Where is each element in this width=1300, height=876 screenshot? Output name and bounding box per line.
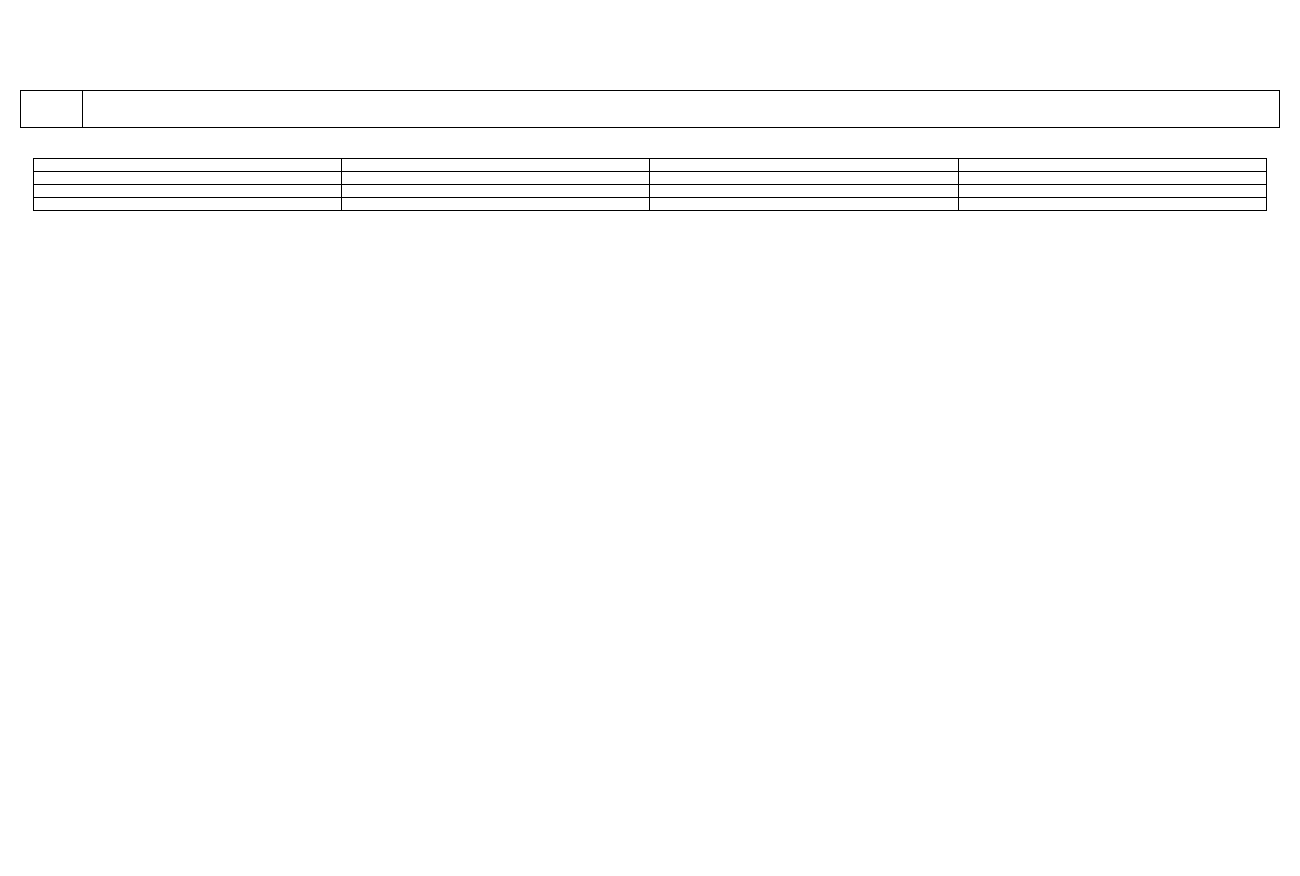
result-row	[21, 115, 1280, 128]
result-6	[513, 115, 597, 128]
away-5	[429, 103, 513, 115]
result-8	[681, 115, 765, 128]
result-4	[345, 115, 429, 128]
home-5	[429, 91, 513, 104]
col-unit	[650, 159, 958, 172]
home-team-row	[21, 91, 1280, 104]
home-4	[345, 91, 429, 104]
result-12	[1017, 115, 1101, 128]
home-row-label	[21, 91, 83, 104]
col-count	[342, 159, 650, 172]
home-7	[597, 91, 681, 104]
result-13	[1101, 115, 1185, 128]
p2-count	[342, 185, 650, 198]
away-9	[765, 103, 849, 115]
pt-unit	[650, 198, 958, 211]
result-10	[849, 115, 933, 128]
p1-level	[33, 172, 341, 185]
result-11	[933, 115, 1017, 128]
away-3	[261, 103, 345, 115]
prize-table	[33, 158, 1268, 211]
prize-row-1	[33, 172, 1267, 185]
pt-total	[958, 198, 1266, 211]
away-10	[849, 103, 933, 115]
home-14	[1185, 91, 1280, 104]
match-results-table	[20, 90, 1280, 128]
result-row-label	[21, 115, 83, 128]
p2-level	[33, 185, 341, 198]
away-11	[933, 103, 1017, 115]
home-9	[765, 91, 849, 104]
home-2	[177, 91, 261, 104]
home-12	[1017, 91, 1101, 104]
away-1	[83, 103, 178, 115]
result-14	[1185, 115, 1280, 128]
away-2	[177, 103, 261, 115]
prize-header-row	[33, 159, 1267, 172]
result-5	[429, 115, 513, 128]
prize-row-2	[33, 185, 1267, 198]
col-level	[33, 159, 341, 172]
away-12	[1017, 103, 1101, 115]
away-team-row	[21, 103, 1280, 115]
home-8	[681, 91, 765, 104]
away-6	[513, 103, 597, 115]
p2-total	[958, 185, 1266, 198]
home-1	[83, 91, 178, 104]
p1-count	[342, 172, 650, 185]
p1-total	[958, 172, 1266, 185]
away-row-label	[21, 103, 83, 115]
result-9	[765, 115, 849, 128]
result-2	[177, 115, 261, 128]
home-10	[849, 91, 933, 104]
result-7	[597, 115, 681, 128]
result-3	[261, 115, 345, 128]
prize-row-total	[33, 198, 1267, 211]
pt-count	[342, 198, 650, 211]
home-11	[933, 91, 1017, 104]
home-13	[1101, 91, 1185, 104]
away-7	[597, 103, 681, 115]
home-3	[261, 91, 345, 104]
away-4	[345, 103, 429, 115]
p2-unit	[650, 185, 958, 198]
result-1	[83, 115, 178, 128]
home-6	[513, 91, 597, 104]
p1-unit	[650, 172, 958, 185]
col-total	[958, 159, 1266, 172]
away-13	[1101, 103, 1185, 115]
away-14	[1185, 103, 1280, 115]
pt-level	[33, 198, 341, 211]
away-8	[681, 103, 765, 115]
